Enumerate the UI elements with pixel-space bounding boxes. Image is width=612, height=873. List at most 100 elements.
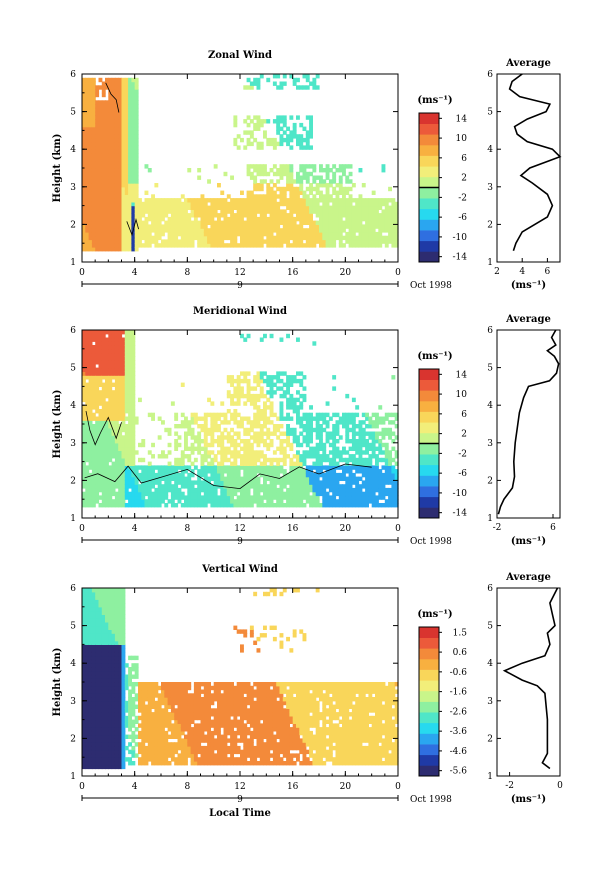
heatmap-cell [305,141,310,147]
heatmap-cell [378,213,383,218]
heatmap-cell [282,209,287,214]
heatmap-cell [128,137,132,143]
heatmap-cell [296,499,300,504]
heatmap-cell [371,228,376,233]
heatmap-cell [82,648,86,653]
heatmap-cell [134,503,139,508]
heatmap-cell [286,171,290,177]
heatmap-cell [121,348,126,354]
heatmap-cell [345,420,350,425]
heatmap-cell [114,397,119,403]
heatmap-cell [200,239,205,244]
heatmap-cell [114,420,119,425]
heatmap-cell [292,220,297,225]
heatmap-cell [220,239,225,244]
heatmap-cell [88,753,93,758]
heatmap-cell [193,224,198,229]
heatmap-cell [292,209,297,214]
heatmap-cell [167,450,172,455]
heatmap-cell [391,476,396,481]
heatmap-cell [98,239,103,244]
heatmap-cell [365,484,369,489]
heatmap-cell [118,228,123,233]
heatmap-cell [121,122,126,128]
heatmap-cell [177,201,182,207]
heatmap-cell [394,450,399,455]
heatmap-cell [335,499,340,504]
heatmap-cell [266,228,271,233]
heatmap-cell [141,231,146,237]
heatmap-cell [240,499,244,504]
heatmap-cell [388,412,392,418]
heatmap-cell [286,375,290,380]
heatmap-cell [128,393,132,399]
heatmap-cell [230,476,234,481]
heatmap-cell [220,499,225,504]
heatmap-cell [302,190,307,195]
heatmap-cell [391,499,396,504]
heatmap-cell [141,235,146,241]
heatmap-cell [276,171,281,177]
heatmap-cell [305,85,310,90]
heatmap-cell [394,231,399,237]
heatmap-cell [355,446,360,451]
heatmap-cell [299,216,304,222]
heatmap-cell [111,348,116,354]
heatmap-cell [345,201,350,207]
heatmap-cell [197,487,202,493]
heatmap-cell [338,201,343,207]
heatmap-cell [355,209,360,214]
heatmap-cell [388,198,392,203]
heatmap-cell [128,115,132,120]
heatmap-cell [315,220,320,225]
heatmap-cell [256,243,261,248]
heatmap-cell [85,126,90,131]
heatmap-cell [299,205,304,210]
heatmap-cell [114,484,119,489]
heatmap-cell [381,465,386,470]
heatmap-cell [335,228,340,233]
heatmap-cell [358,499,363,504]
heatmap-cell [124,122,129,128]
heatmap-cell [296,198,300,203]
heatmap-cell [348,231,353,237]
heatmap-cell [95,595,100,600]
contour-line [85,411,122,446]
heatmap-cell [180,220,185,225]
heatmap-cell [328,484,333,489]
heatmap-cell [124,378,129,384]
heatmap-cell [210,442,215,448]
heatmap-cell [118,476,123,481]
heatmap-cell [91,130,96,135]
heatmap-cell [147,491,152,497]
heatmap-cell [101,715,106,721]
heatmap-cell [95,476,100,481]
heatmap-cell [384,450,389,455]
heatmap-cell [82,224,86,229]
heatmap-cell [85,171,90,177]
colorbar-swatch [419,432,439,444]
heatmap-cell [220,450,225,455]
colorbar-tick-label: 14 [456,114,468,124]
heatmap-cell [289,491,294,497]
heatmap-cell [85,179,90,184]
heatmap-cell [197,198,202,203]
heatmap-cell [282,416,287,421]
heatmap-cell [233,472,238,478]
heatmap-cell [111,491,116,497]
heatmap-cell [309,446,313,451]
heatmap-cell [348,412,353,418]
heatmap-cell [226,235,231,241]
heatmap-cell [299,393,304,399]
heatmap-cell [302,198,307,203]
heatmap-cell [299,487,304,493]
heatmap-cell [82,697,86,702]
heatmap-cell [98,390,103,395]
heatmap-cell [101,375,106,380]
heatmap-cell [85,723,90,728]
heatmap-cell [394,224,399,229]
heatmap-cell [170,198,175,203]
heatmap-cell [88,89,93,94]
heatmap-cell [134,205,139,210]
heatmap-cell [88,764,93,770]
